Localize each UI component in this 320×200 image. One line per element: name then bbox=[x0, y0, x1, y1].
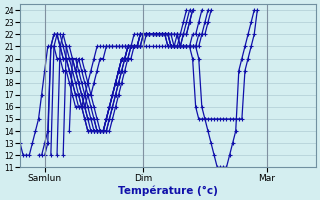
X-axis label: Température (°c): Température (°c) bbox=[118, 185, 218, 196]
